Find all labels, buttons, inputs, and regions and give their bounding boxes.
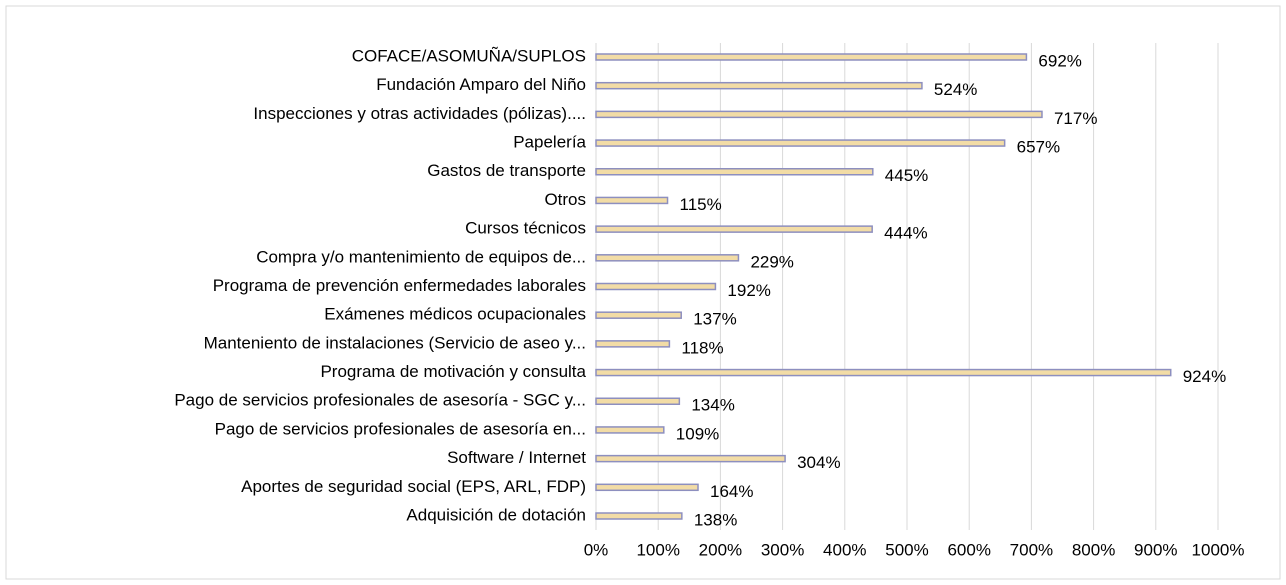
y-tick-label: Otros: [544, 190, 586, 209]
data-label: 115%: [680, 195, 722, 214]
data-label: 717%: [1054, 109, 1097, 128]
data-label: 444%: [884, 224, 927, 243]
x-tick-label: 700%: [1010, 540, 1053, 559]
chart-border: [5, 5, 1281, 580]
bar: [595, 426, 665, 434]
y-tick-label: Papelería: [513, 133, 586, 152]
y-tick-label: Fundación Amparo del Niño: [376, 75, 586, 94]
x-tick-label: 900%: [1134, 540, 1177, 559]
bar: [595, 196, 669, 205]
bar: [595, 53, 1028, 61]
bar: [595, 110, 1043, 119]
data-label: 164%: [710, 482, 753, 501]
bar: [595, 81, 923, 90]
x-tick-label: 200%: [699, 540, 742, 559]
y-tick-label: Pago de servicios profesionales de aseso…: [215, 419, 586, 438]
bar: [595, 397, 681, 405]
x-tick-label: 600%: [947, 540, 990, 559]
data-label: 304%: [797, 453, 840, 472]
bar: [595, 512, 683, 520]
data-label: 138%: [694, 510, 737, 529]
data-label: 524%: [934, 80, 977, 99]
data-label: 192%: [727, 281, 770, 300]
data-label: 445%: [885, 166, 928, 185]
bar: [595, 139, 1006, 147]
bar: [595, 225, 873, 233]
x-tick-label: 300%: [761, 540, 804, 559]
data-label: 118%: [681, 338, 723, 357]
bar: [595, 311, 682, 319]
x-tick-label: 0%: [584, 540, 609, 559]
data-label: 229%: [750, 252, 793, 271]
x-tick-label: 1000%: [1192, 540, 1245, 559]
bar: [595, 254, 740, 262]
bar: [595, 368, 1172, 377]
data-label: 137%: [693, 310, 736, 329]
y-tick-label: Compra y/o mantenimiento de equipos de..…: [256, 247, 586, 266]
y-tick-label: Software / Internet: [447, 448, 586, 467]
bar: [595, 168, 874, 176]
x-tick-label: 500%: [885, 540, 928, 559]
y-tick-label: Adquisición de dotación: [406, 505, 586, 524]
bar: [595, 483, 699, 492]
bar: [595, 340, 671, 348]
y-tick-label: Inspecciones y otras actividades (póliza…: [253, 104, 586, 123]
data-label: 924%: [1183, 367, 1226, 386]
x-tick-label: 800%: [1072, 540, 1115, 559]
bar: [595, 282, 717, 291]
y-tick-label: Cursos técnicos: [465, 219, 586, 238]
y-tick-label: Gastos de transporte: [427, 161, 586, 180]
bar: [595, 454, 786, 463]
data-label: 657%: [1017, 138, 1060, 157]
data-label: 109%: [676, 424, 719, 443]
y-tick-label: Programa de prevención enfermedades labo…: [213, 276, 586, 295]
data-label: 692%: [1038, 51, 1081, 70]
y-tick-label: Programa de motivación y consulta: [320, 362, 586, 381]
x-tick-label: 100%: [636, 540, 679, 559]
y-tick-label: Aportes de seguridad social (EPS, ARL, F…: [241, 477, 586, 496]
y-tick-label: Manteniento de instalaciones (Servicio d…: [204, 333, 586, 352]
y-tick-label: Pago de servicios profesionales de aseso…: [174, 391, 586, 410]
x-tick-label: 400%: [823, 540, 866, 559]
data-label: 134%: [691, 396, 734, 415]
y-tick-label: Exámenes médicos ocupacionales: [324, 305, 586, 324]
y-tick-label: COFACE/ASOMUÑA/SUPLOS: [352, 46, 586, 65]
